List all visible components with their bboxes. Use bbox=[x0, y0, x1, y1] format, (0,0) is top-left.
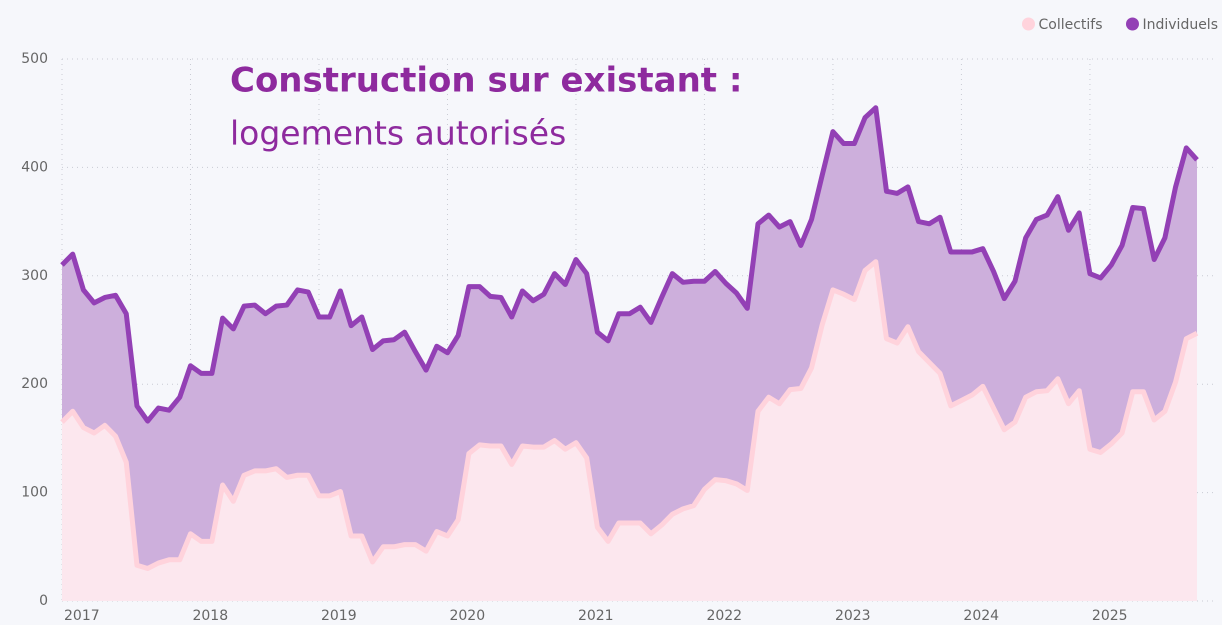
legend-label: Collectifs bbox=[1038, 17, 1102, 33]
line bbox=[60, 105, 1199, 424]
x-tick-label: 2020 bbox=[449, 608, 485, 624]
x-tick-label: 2018 bbox=[192, 608, 228, 624]
chart-subtitle: logements autorisés bbox=[230, 114, 566, 153]
y-tick-label: 400 bbox=[21, 159, 48, 175]
y-tick-label: 0 bbox=[39, 593, 48, 609]
legend-label: Individuels bbox=[1142, 17, 1218, 33]
x-tick-label: 2021 bbox=[578, 608, 614, 624]
legend-marker bbox=[1125, 17, 1139, 31]
chart-title: Construction sur existant : bbox=[230, 61, 742, 101]
x-tick-label: 2025 bbox=[1092, 608, 1128, 624]
x-tick-label: 2024 bbox=[963, 608, 999, 624]
area bbox=[62, 107, 1197, 569]
x-tick-label: 2023 bbox=[835, 608, 871, 624]
line bbox=[60, 259, 1199, 571]
x-tick-label: 2019 bbox=[321, 608, 357, 624]
legend: Collectifs Individuels bbox=[1021, 17, 1218, 33]
y-tick-label: 500 bbox=[21, 51, 48, 67]
y-tick-label: 300 bbox=[21, 268, 48, 284]
y-tick-label: 200 bbox=[21, 376, 48, 392]
legend-marker bbox=[1021, 17, 1035, 31]
x-tick-label: 2022 bbox=[706, 608, 742, 624]
x-tick-label: 2017 bbox=[64, 608, 100, 624]
areas bbox=[60, 105, 1199, 601]
y-tick-label: 100 bbox=[21, 485, 48, 501]
axes: 0 100 200 300 400 500 2017 2018 2019 2020 2021 2022… bbox=[21, 51, 1127, 624]
